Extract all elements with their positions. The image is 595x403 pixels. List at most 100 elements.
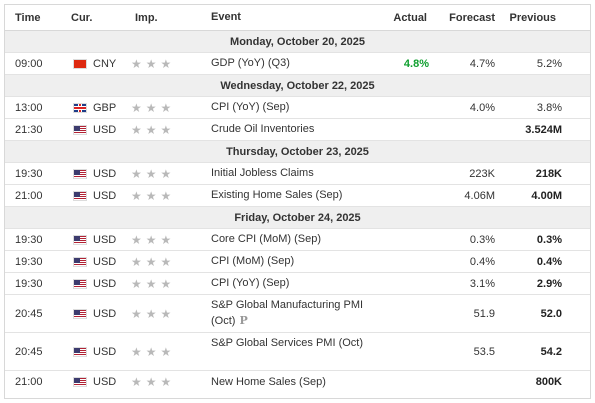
star-icon: ★ <box>131 344 142 359</box>
event-previous: 52.0 <box>540 307 562 320</box>
event-time: 19:30 <box>15 277 43 290</box>
event-row[interactable]: 19:30 USD ★ ★ ★ Core CPI (MoM) (Sep) 0.3% … <box>5 229 590 251</box>
preliminary-icon: P <box>239 314 248 327</box>
header-previous[interactable]: Previous <box>509 11 556 24</box>
importance-stars: ★ ★ ★ <box>121 256 199 268</box>
event-time: 21:00 <box>15 376 43 388</box>
event-time: 20:45 <box>15 307 43 320</box>
uk-flag-icon <box>73 102 87 113</box>
us-flag-icon <box>73 256 87 267</box>
event-name[interactable]: CPI (MoM) (Sep) <box>211 255 295 267</box>
currency-code: USD <box>93 345 117 358</box>
event-forecast: 4.06M <box>464 189 495 202</box>
header-time[interactable]: Time <box>15 11 41 24</box>
event-name-cell[interactable]: S&P Global Services PMI (Oct) <box>199 333 375 351</box>
event-previous: 800K <box>535 376 562 388</box>
header-forecast[interactable]: Forecast <box>449 11 495 24</box>
currency-code: USD <box>93 255 117 268</box>
currency-cell: USD <box>65 234 121 246</box>
event-forecast: 0.3% <box>469 233 495 246</box>
star-icon: ★ <box>160 100 172 115</box>
event-name[interactable]: S&P Global Manufacturing PMI (Oct) <box>211 299 364 327</box>
us-flag-icon <box>73 346 87 357</box>
event-name[interactable]: Crude Oil Inventories <box>211 123 315 135</box>
event-row[interactable]: 20:45 USD ★ ★ ★ S&P Global Manufacturing P… <box>5 295 590 333</box>
star-icon: ★ <box>131 122 142 137</box>
us-flag-icon <box>73 278 87 289</box>
header-row: Time Cur. Imp. Event Actual Forecast Pre… <box>5 5 590 31</box>
currency-cell: USD <box>65 256 121 268</box>
importance-stars: ★ ★ ★ <box>121 308 199 320</box>
event-previous: 3.524M <box>525 123 562 136</box>
event-name[interactable]: Existing Home Sales (Sep) <box>211 189 343 201</box>
event-time: 13:00 <box>15 101 43 114</box>
event-forecast: 223K <box>469 167 495 180</box>
event-name[interactable]: Initial Jobless Claims <box>211 167 314 179</box>
importance-stars: ★ ★ ★ <box>121 102 199 114</box>
event-forecast: 0.4% <box>469 255 495 268</box>
currency-cell: USD <box>65 278 121 290</box>
event-row[interactable]: 21:00 USD ★ ★ ★ Existing Home Sales (Sep) … <box>5 185 590 207</box>
event-name[interactable]: GDP (YoY) (Q3) <box>211 57 290 69</box>
star-icon: ★ <box>131 56 142 71</box>
event-row[interactable]: 19:30 USD ★ ★ ★ CPI (YoY) (Sep) 3.1% 2.9% <box>5 273 590 295</box>
star-icon: ★ <box>131 100 142 115</box>
china-flag-icon <box>73 58 87 69</box>
importance-stars: ★ ★ ★ <box>121 124 199 136</box>
star-icon: ★ <box>145 188 157 203</box>
event-name[interactable]: Core CPI (MoM) (Sep) <box>211 233 322 245</box>
event-time: 21:30 <box>15 123 43 136</box>
event-name[interactable]: CPI (YoY) (Sep) <box>211 277 290 289</box>
currency-cell: USD <box>65 124 121 136</box>
currency-code: USD <box>93 277 117 290</box>
event-name[interactable]: S&P Global Services PMI (Oct) <box>211 337 364 349</box>
us-flag-icon <box>73 168 87 179</box>
star-icon: ★ <box>131 276 142 291</box>
event-name[interactable]: New Home Sales (Sep) <box>211 375 326 388</box>
event-name-cell[interactable]: S&P Global Manufacturing PMI (Oct) P <box>199 298 375 329</box>
currency-cell: USD <box>65 190 121 202</box>
star-icon: ★ <box>145 344 157 359</box>
event-previous: 54.2 <box>540 345 562 358</box>
header-actual[interactable]: Actual <box>393 11 427 24</box>
star-icon: ★ <box>131 254 142 269</box>
star-icon: ★ <box>160 375 172 389</box>
event-time: 19:30 <box>15 167 43 180</box>
star-icon: ★ <box>145 56 157 71</box>
event-row[interactable]: 21:30 USD ★ ★ ★ Crude Oil Inventories 3.52… <box>5 119 590 141</box>
importance-stars: ★ ★ ★ <box>121 58 199 70</box>
star-icon: ★ <box>131 188 142 203</box>
event-time: 09:00 <box>15 57 43 70</box>
header-event[interactable]: Event <box>211 11 241 23</box>
star-icon: ★ <box>160 188 172 203</box>
star-icon: ★ <box>160 344 172 359</box>
star-icon: ★ <box>131 166 142 181</box>
star-icon: ★ <box>145 306 157 321</box>
event-row[interactable]: 19:30 USD ★ ★ ★ CPI (MoM) (Sep) 0.4% 0.4% <box>5 251 590 273</box>
event-previous: 3.8% <box>536 101 562 114</box>
event-forecast: 53.5 <box>473 345 495 358</box>
header-importance[interactable]: Imp. <box>135 11 158 24</box>
date-row: Monday, October 20, 2025 <box>5 31 590 53</box>
event-row[interactable]: 19:30 USD ★ ★ ★ Initial Jobless Claims 223… <box>5 163 590 185</box>
economic-calendar: Time Cur. Imp. Event Actual Forecast Pre… <box>4 4 591 399</box>
importance-stars: ★ ★ ★ <box>121 278 199 290</box>
star-icon: ★ <box>145 375 157 389</box>
event-time: 19:30 <box>15 233 43 246</box>
star-icon: ★ <box>160 254 172 269</box>
event-row[interactable]: 13:00 GBP ★ ★ ★ CPI (YoY) (Sep) 4.0% 3.8% <box>5 97 590 119</box>
event-time: 20:45 <box>15 345 43 358</box>
event-name[interactable]: CPI (YoY) (Sep) <box>211 101 290 113</box>
event-forecast: 3.1% <box>469 277 495 290</box>
star-icon: ★ <box>131 375 142 389</box>
event-row[interactable]: 21:00 USD ★ ★ ★ New Home Sales (Sep) 800K <box>5 371 590 393</box>
event-row[interactable]: 09:00 CNY ★ ★ ★ GDP (YoY) (Q3) 4.8% 4.7% 5… <box>5 53 590 75</box>
event-forecast: 4.7% <box>469 57 495 70</box>
currency-code: USD <box>93 167 117 180</box>
event-previous: 0.4% <box>536 255 562 268</box>
event-row[interactable]: 20:45 USD ★ ★ ★ S&P Global Services PMI (O… <box>5 333 590 371</box>
star-icon: ★ <box>160 276 172 291</box>
currency-cell: USD <box>65 376 121 388</box>
star-icon: ★ <box>145 254 157 269</box>
header-currency[interactable]: Cur. <box>71 11 93 24</box>
